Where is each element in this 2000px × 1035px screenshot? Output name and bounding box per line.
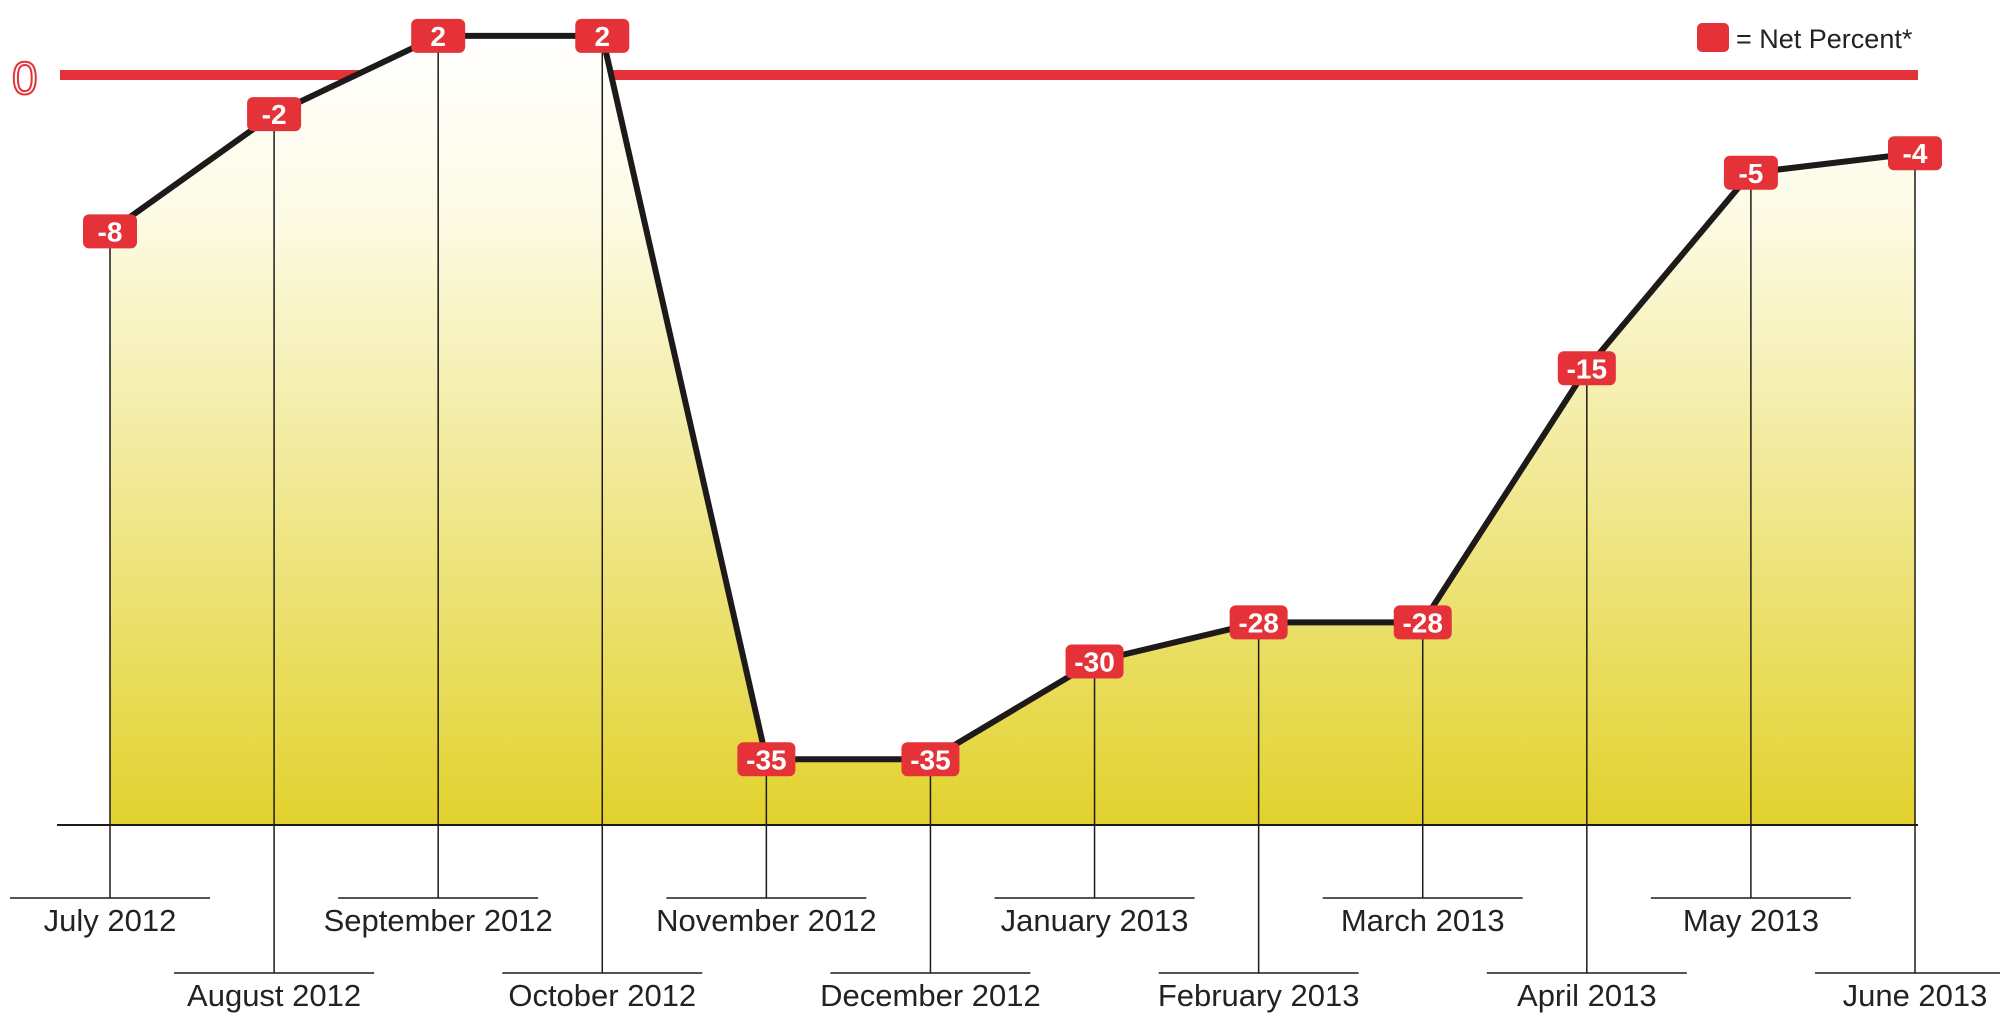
- series-line: [108, 32, 1916, 763]
- legend: = Net Percent*: [1697, 23, 1913, 54]
- data-marker: -35: [737, 742, 796, 777]
- marker-badge: [737, 742, 796, 777]
- month-label: July 2012: [44, 903, 177, 938]
- data-marker: -8: [83, 214, 137, 249]
- marker-badge: [1888, 136, 1942, 171]
- marker-badge: [1393, 605, 1452, 640]
- marker-badge: [411, 18, 466, 53]
- data-marker: 2: [411, 18, 466, 53]
- data-label: -35: [910, 744, 950, 775]
- month-label: February 2013: [1158, 978, 1360, 1013]
- data-label: -35: [746, 744, 786, 775]
- data-marker: -28: [1393, 605, 1452, 640]
- marker-badge: [1723, 155, 1778, 190]
- data-marker: -35: [901, 742, 960, 777]
- month-label: September 2012: [324, 903, 553, 938]
- month-label: November 2012: [656, 903, 877, 938]
- marker-badge: [901, 742, 960, 777]
- data-marker: -28: [1229, 605, 1288, 640]
- month-label: December 2012: [820, 978, 1041, 1013]
- legend-swatch: [1697, 23, 1729, 52]
- data-label: -28: [1402, 607, 1442, 638]
- data-label: -5: [1738, 158, 1763, 189]
- data-label: -28: [1238, 607, 1278, 638]
- marker-badge: [247, 97, 302, 132]
- data-marker: -2: [247, 97, 302, 132]
- month-label: October 2012: [508, 978, 696, 1013]
- data-marker: -15: [1557, 351, 1616, 386]
- data-label: 2: [430, 21, 446, 52]
- marker-badge: [1065, 644, 1124, 679]
- data-label: -15: [1567, 353, 1607, 384]
- month-label: January 2013: [1001, 903, 1189, 938]
- month-label: May 2013: [1683, 903, 1819, 938]
- marker-badge: [1557, 351, 1616, 386]
- data-label: -2: [262, 99, 287, 130]
- data-marker: 2: [575, 18, 630, 53]
- data-label: -4: [1903, 138, 1928, 169]
- data-marker: -5: [1723, 155, 1778, 190]
- leader-lines: [10, 35, 2000, 974]
- marker-badge: [1229, 605, 1288, 640]
- data-label: -30: [1074, 647, 1114, 678]
- month-labels: July 2012 August 2012 September 2012 Octobe…: [44, 903, 1988, 1013]
- area-fill: [110, 35, 1915, 825]
- marker-badge: [575, 18, 630, 53]
- month-label: March 2013: [1341, 903, 1505, 938]
- data-label: 2: [594, 21, 610, 52]
- zero-reference: 0: [11, 51, 1918, 105]
- data-markers: -8 -2 2 2 -35 -35 -30 -28 -28 -15 -5 -4: [83, 18, 1942, 777]
- data-marker: -30: [1065, 644, 1124, 679]
- zero-label: 0: [12, 52, 38, 104]
- month-label: April 2013: [1517, 978, 1657, 1013]
- data-label: -8: [98, 216, 123, 247]
- marker-badge: [83, 214, 137, 249]
- month-label: June 2013: [1843, 978, 1988, 1013]
- month-label: August 2012: [187, 978, 361, 1013]
- legend-label: = Net Percent*: [1736, 24, 1913, 54]
- data-marker: -4: [1888, 136, 1942, 171]
